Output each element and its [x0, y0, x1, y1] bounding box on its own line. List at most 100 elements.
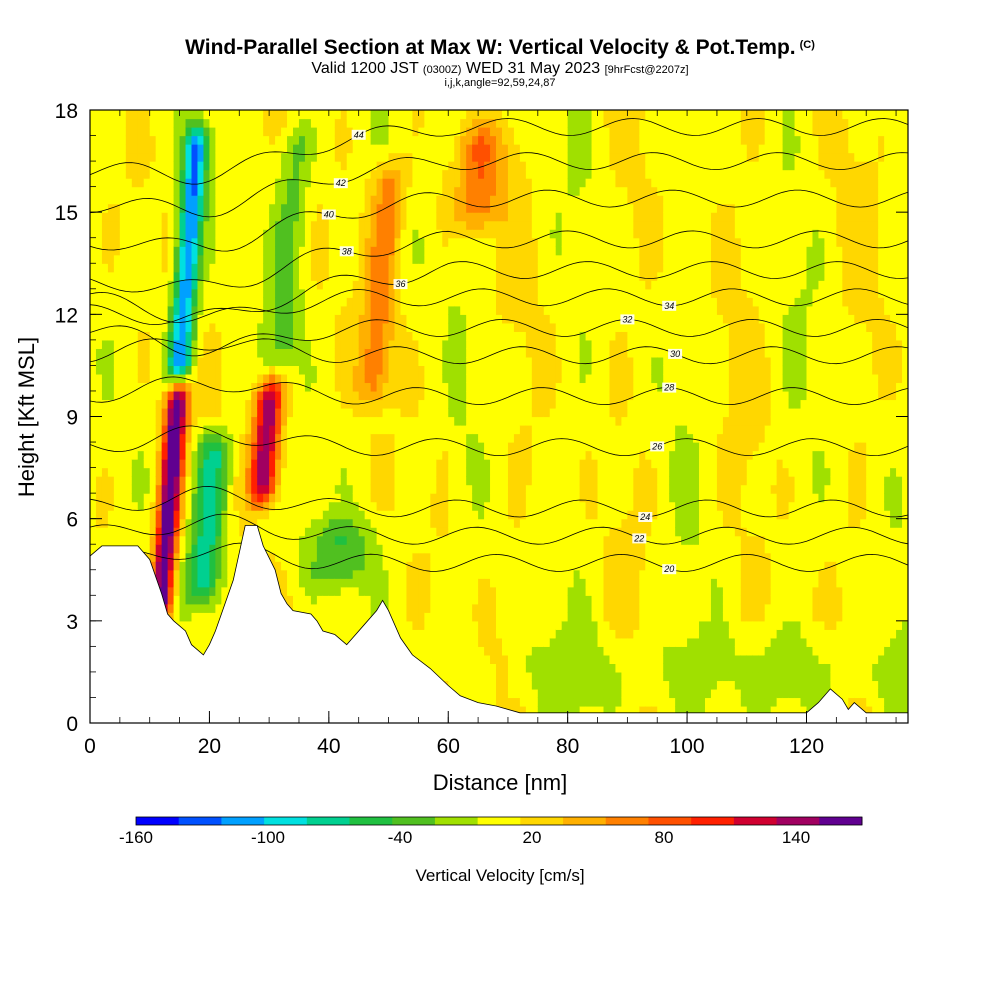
w-cell	[275, 144, 282, 154]
w-cell	[304, 442, 312, 452]
w-cell	[430, 237, 437, 247]
w-cell	[394, 186, 402, 196]
w-cell	[101, 390, 109, 401]
w-cell	[400, 629, 408, 639]
w-cell	[466, 169, 473, 179]
w-cell	[203, 484, 211, 494]
w-cell	[101, 263, 109, 273]
w-cell	[161, 152, 169, 162]
w-cell	[388, 118, 396, 128]
w-cell	[257, 459, 264, 469]
w-cell	[263, 450, 270, 460]
w-cell	[310, 356, 318, 367]
w-cell	[490, 637, 497, 647]
w-cell	[316, 407, 324, 418]
w-cell	[287, 467, 294, 477]
w-cell	[316, 348, 324, 358]
w-cell	[484, 373, 491, 384]
w-cell	[125, 195, 133, 205]
w-cell	[298, 510, 306, 520]
w-cell	[316, 586, 324, 596]
w-cell	[460, 654, 467, 664]
w-cell	[221, 212, 228, 222]
w-cell	[161, 229, 169, 239]
w-cell	[215, 365, 222, 375]
w-cell	[275, 416, 282, 426]
w-cell	[179, 110, 187, 120]
w-cell	[358, 254, 366, 264]
w-cell	[257, 127, 264, 137]
w-cell	[436, 552, 443, 562]
w-cell	[275, 127, 282, 137]
vertical-velocity-field	[90, 110, 908, 723]
w-cell	[382, 476, 390, 486]
w-cell	[173, 561, 181, 571]
w-cell	[358, 169, 366, 179]
w-cell	[424, 561, 431, 571]
w-cell	[388, 544, 396, 554]
w-cell	[257, 271, 264, 281]
w-cell	[143, 535, 151, 545]
w-cell	[334, 476, 342, 486]
w-cell	[412, 416, 419, 426]
w-cell	[119, 382, 127, 392]
w-cell	[179, 203, 187, 213]
w-cell	[107, 339, 115, 349]
w-cell	[490, 544, 497, 554]
w-cell	[137, 127, 145, 137]
w-cell	[179, 237, 187, 247]
w-cell	[227, 561, 234, 571]
w-cell	[418, 390, 425, 401]
w-cell	[287, 203, 294, 213]
w-cell	[406, 595, 414, 605]
w-cell	[442, 552, 449, 562]
w-cell	[430, 178, 437, 188]
w-cell	[364, 195, 372, 205]
w-cell	[155, 416, 163, 426]
w-cell	[346, 484, 354, 494]
w-cell	[382, 544, 390, 554]
w-cell	[358, 595, 366, 605]
w-cell	[382, 356, 390, 367]
w-cell	[197, 135, 205, 145]
w-cell	[346, 263, 354, 273]
w-cell	[334, 518, 342, 528]
w-cell	[275, 212, 282, 222]
w-cell	[370, 169, 378, 179]
w-cell	[269, 356, 276, 367]
w-cell	[263, 127, 270, 137]
w-cell	[215, 501, 222, 511]
w-cell	[263, 365, 270, 375]
w-cell	[448, 680, 455, 690]
w-cell	[382, 246, 390, 256]
w-cell	[197, 161, 205, 171]
w-cell	[191, 254, 199, 264]
w-cell	[430, 135, 437, 145]
w-cell	[466, 271, 473, 281]
w-cell	[358, 603, 366, 613]
w-cell	[334, 620, 342, 630]
w-cell	[95, 527, 103, 537]
w-cell	[490, 518, 497, 528]
w-cell	[281, 493, 288, 503]
w-cell	[340, 263, 348, 273]
w-cell	[352, 510, 360, 520]
w-cell	[101, 501, 109, 511]
w-cell	[107, 407, 115, 418]
w-cell	[358, 416, 366, 426]
w-cell	[221, 297, 228, 307]
w-cell	[191, 305, 199, 315]
w-cell	[310, 586, 318, 596]
w-cell	[155, 578, 163, 588]
w-cell	[322, 510, 330, 520]
w-cell	[436, 646, 443, 656]
w-cell	[394, 118, 402, 128]
w-cell	[215, 552, 222, 562]
w-cell	[119, 195, 127, 205]
w-cell	[149, 433, 157, 443]
w-cell	[418, 144, 425, 154]
w-cell	[382, 450, 390, 460]
w-cell	[149, 459, 157, 469]
w-cell	[370, 127, 378, 137]
w-cell	[209, 237, 216, 247]
